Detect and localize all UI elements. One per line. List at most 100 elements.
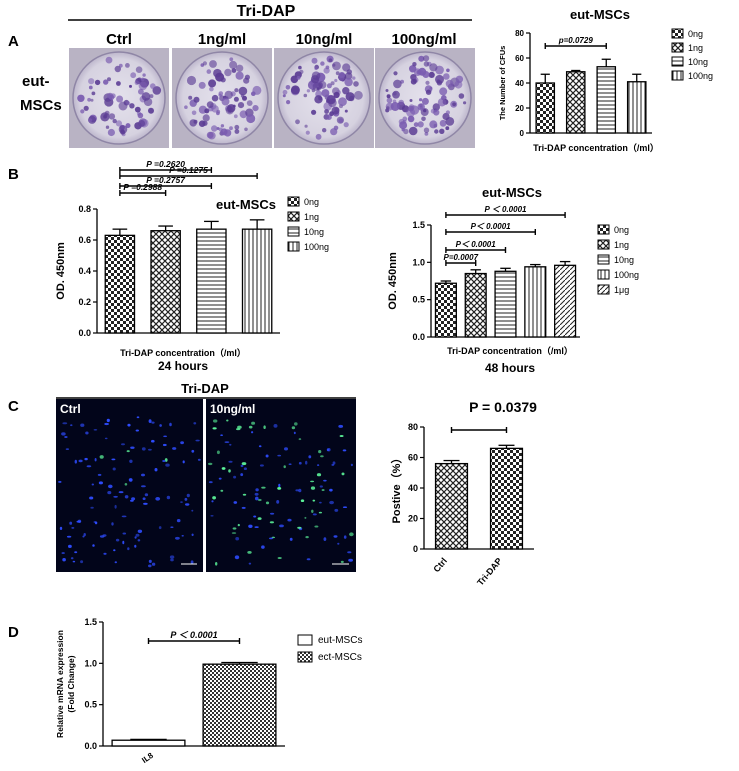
legend-swatch [287, 241, 300, 252]
legend-label: 1ng [688, 43, 703, 53]
positive-cell [265, 501, 270, 505]
nucleus [229, 443, 232, 446]
colony [134, 80, 140, 86]
colony [246, 114, 256, 124]
colony [343, 122, 349, 128]
positive-cell [341, 472, 345, 476]
legend-label: 0ng [614, 225, 629, 235]
nucleus [111, 522, 114, 526]
colony [338, 118, 344, 123]
nucleus [323, 537, 327, 541]
colony [143, 97, 153, 107]
nucleus [127, 547, 130, 551]
legend-label: 10ng [688, 57, 708, 67]
positive-cell [316, 473, 322, 477]
y-tick-label: 0.0 [412, 332, 425, 342]
positive-cell [277, 557, 282, 559]
nucleus [224, 441, 230, 443]
colony [206, 101, 214, 108]
nucleus [122, 532, 127, 535]
panel-label-a: A [8, 33, 19, 50]
bar-100ng [524, 266, 547, 338]
chart-title: P = 0.0379 [469, 399, 537, 415]
nucleus [269, 537, 273, 540]
colony [385, 89, 389, 92]
nucleus [74, 459, 78, 464]
colony [218, 127, 223, 132]
y-tick-label: 1.5 [412, 220, 425, 230]
nucleus [350, 463, 353, 467]
nucleus [151, 421, 155, 424]
y-tick-label: 0.4 [78, 266, 91, 276]
nucleus [195, 439, 200, 442]
nucleus [255, 488, 259, 492]
colony [295, 119, 300, 125]
tri-dap-header: Tri-DAP [237, 3, 296, 20]
colony [237, 102, 245, 109]
nucleus [148, 564, 152, 568]
colony [392, 90, 400, 99]
colony [318, 96, 323, 101]
positive-cell [314, 525, 319, 528]
nucleus [191, 533, 194, 537]
fluorescence-panel: Tri-DAP Ctrl 10ng/ml [56, 381, 356, 572]
colony-dish [69, 48, 169, 148]
nucleus [235, 537, 240, 541]
bar-1ng [565, 71, 586, 134]
nucleus [211, 500, 214, 503]
nucleus [68, 544, 72, 549]
colony [252, 105, 259, 112]
chart-title: eut-MSCs [482, 185, 542, 200]
colony [412, 78, 418, 84]
colony [186, 75, 197, 86]
positive-cell [258, 498, 262, 502]
legend-label: 10ng [304, 227, 324, 237]
colony [342, 63, 351, 72]
colony [229, 57, 234, 62]
colony [342, 87, 350, 95]
colony [251, 91, 256, 96]
y-axis-label: Relative mRNA expression [55, 630, 65, 738]
colony [409, 99, 413, 102]
legend-swatch [597, 224, 610, 235]
y-tick-label: 20 [408, 514, 418, 524]
colony [225, 106, 234, 115]
nucleus [130, 499, 134, 502]
positive-cell [310, 480, 315, 483]
nucleus [59, 526, 63, 531]
colony [202, 114, 210, 122]
bar-1ng [150, 230, 181, 334]
nucleus [165, 463, 170, 467]
colony [107, 92, 114, 99]
positive-cell [220, 489, 224, 492]
nucleus [94, 458, 97, 462]
nucleus [144, 493, 149, 497]
colony [443, 73, 450, 80]
positive-cell [310, 486, 316, 490]
nucleus [182, 460, 185, 464]
colony [352, 76, 356, 80]
y-tick-label: 80 [408, 422, 418, 432]
nucleus [104, 437, 108, 440]
nucleus [135, 533, 140, 537]
nucleus [98, 481, 103, 485]
positive-cell [241, 462, 247, 466]
positive-cell [213, 419, 218, 423]
positive-cell [215, 562, 218, 566]
positive-cell [294, 422, 298, 426]
p-value-label: P ＜ 0.0001 [485, 205, 528, 214]
nucleus [90, 506, 94, 509]
colony [224, 90, 233, 100]
nucleus [93, 521, 97, 523]
nucleus [93, 429, 98, 431]
colony [282, 89, 288, 95]
y-tick-label: 0.0 [78, 328, 91, 338]
colony [439, 87, 448, 96]
positive-cell [212, 496, 217, 500]
colony [193, 96, 200, 103]
y-tick-label: 0.5 [84, 700, 97, 710]
colony [398, 99, 405, 106]
colony [116, 81, 121, 86]
legend-swatch [297, 651, 313, 663]
